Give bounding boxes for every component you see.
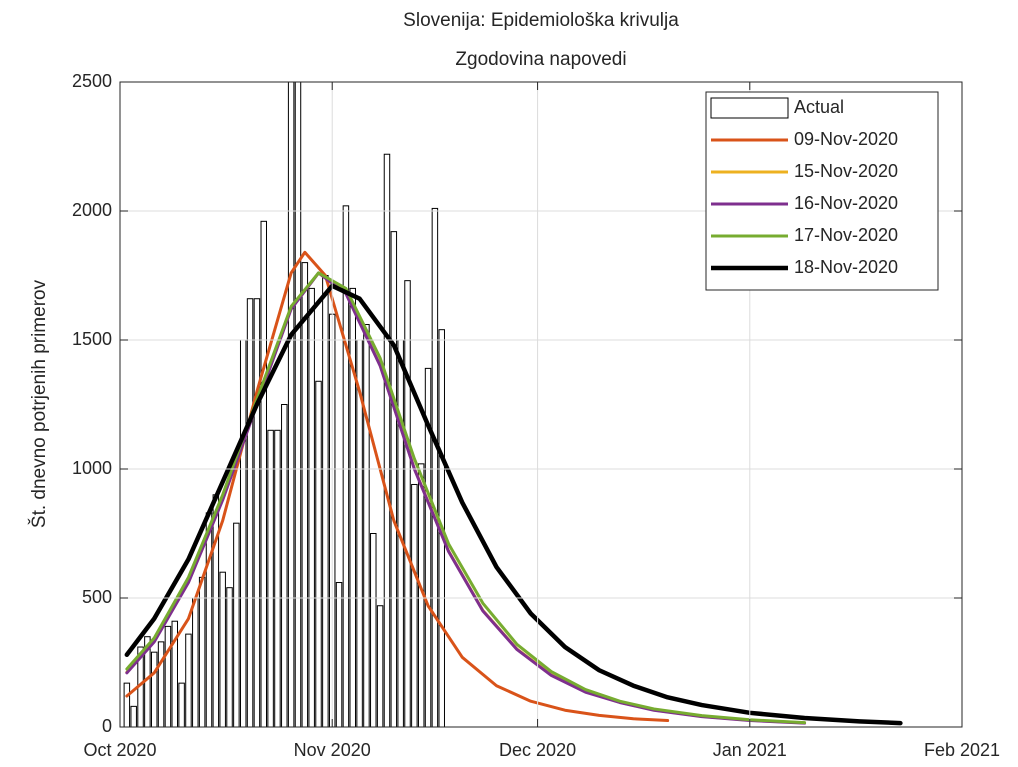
bar bbox=[383, 153, 391, 727]
y-axis-label: Št. dnevno potrjenih primerov bbox=[28, 279, 50, 528]
bar bbox=[253, 298, 261, 727]
bar bbox=[315, 380, 322, 727]
bar bbox=[274, 429, 281, 727]
legend-label: 15-Nov-2020 bbox=[794, 161, 898, 181]
bar bbox=[185, 633, 192, 727]
legend-label: 17-Nov-2020 bbox=[794, 225, 898, 245]
bar bbox=[287, 82, 295, 727]
legend-box bbox=[705, 91, 939, 291]
bar bbox=[267, 429, 274, 727]
y-tick-label: 0 bbox=[102, 716, 112, 736]
y-tick-label: 1500 bbox=[72, 329, 112, 349]
bar bbox=[164, 625, 172, 727]
chart-title: Slovenija: Epidemiološka krivulja bbox=[403, 10, 679, 31]
bar bbox=[376, 605, 384, 727]
y-tick-label: 500 bbox=[82, 587, 112, 607]
chart-subtitle: Zgodovina napovedi bbox=[455, 49, 626, 70]
bar bbox=[192, 597, 199, 727]
x-tick-label: Oct 2020 bbox=[83, 740, 156, 760]
x-tick-label: Jan 2021 bbox=[713, 740, 787, 760]
bar bbox=[308, 287, 315, 727]
bar bbox=[205, 512, 213, 727]
legend-swatch bbox=[710, 97, 789, 119]
bar bbox=[157, 641, 165, 727]
line bbox=[125, 271, 807, 725]
y-tick-label: 2500 bbox=[72, 71, 112, 91]
bar bbox=[424, 367, 432, 727]
legend-label: 18-Nov-2020 bbox=[794, 257, 898, 277]
bar bbox=[431, 207, 439, 727]
y-tick-label: 1000 bbox=[72, 458, 112, 478]
bar bbox=[322, 275, 329, 727]
bar bbox=[233, 522, 240, 727]
x-tick-label: Nov 2020 bbox=[294, 740, 371, 760]
bar bbox=[363, 324, 370, 727]
legend-label: Actual bbox=[794, 97, 844, 117]
bar bbox=[212, 494, 220, 727]
bar bbox=[370, 533, 377, 727]
bar bbox=[404, 280, 411, 727]
bar bbox=[219, 571, 226, 727]
bar bbox=[411, 483, 418, 727]
bar bbox=[342, 205, 350, 727]
axes-box bbox=[119, 81, 963, 728]
legend: Actual 09-Nov-2020 15-Nov-2020 16-Nov-2020 1… bbox=[705, 91, 939, 291]
bar bbox=[335, 582, 343, 727]
x-tick-label: Dec 2020 bbox=[499, 740, 576, 760]
legend-label: 16-Nov-2020 bbox=[794, 193, 898, 213]
bar bbox=[260, 220, 267, 727]
bar bbox=[123, 682, 131, 727]
y-tick-label: 2000 bbox=[72, 200, 112, 220]
bar bbox=[294, 82, 302, 727]
bar bbox=[301, 262, 309, 727]
bar bbox=[150, 651, 158, 727]
bar bbox=[130, 705, 137, 727]
line bbox=[125, 250, 670, 723]
bar bbox=[226, 587, 233, 727]
bar bbox=[178, 682, 185, 727]
bar bbox=[246, 298, 254, 727]
bar bbox=[281, 404, 288, 727]
line bbox=[124, 283, 903, 726]
bar bbox=[198, 576, 206, 727]
bar bbox=[239, 339, 247, 727]
legend-label: 09-Nov-2020 bbox=[794, 129, 898, 149]
x-tick-label: Feb 2021 bbox=[924, 740, 1000, 760]
bar bbox=[390, 231, 398, 727]
bar bbox=[349, 287, 356, 727]
